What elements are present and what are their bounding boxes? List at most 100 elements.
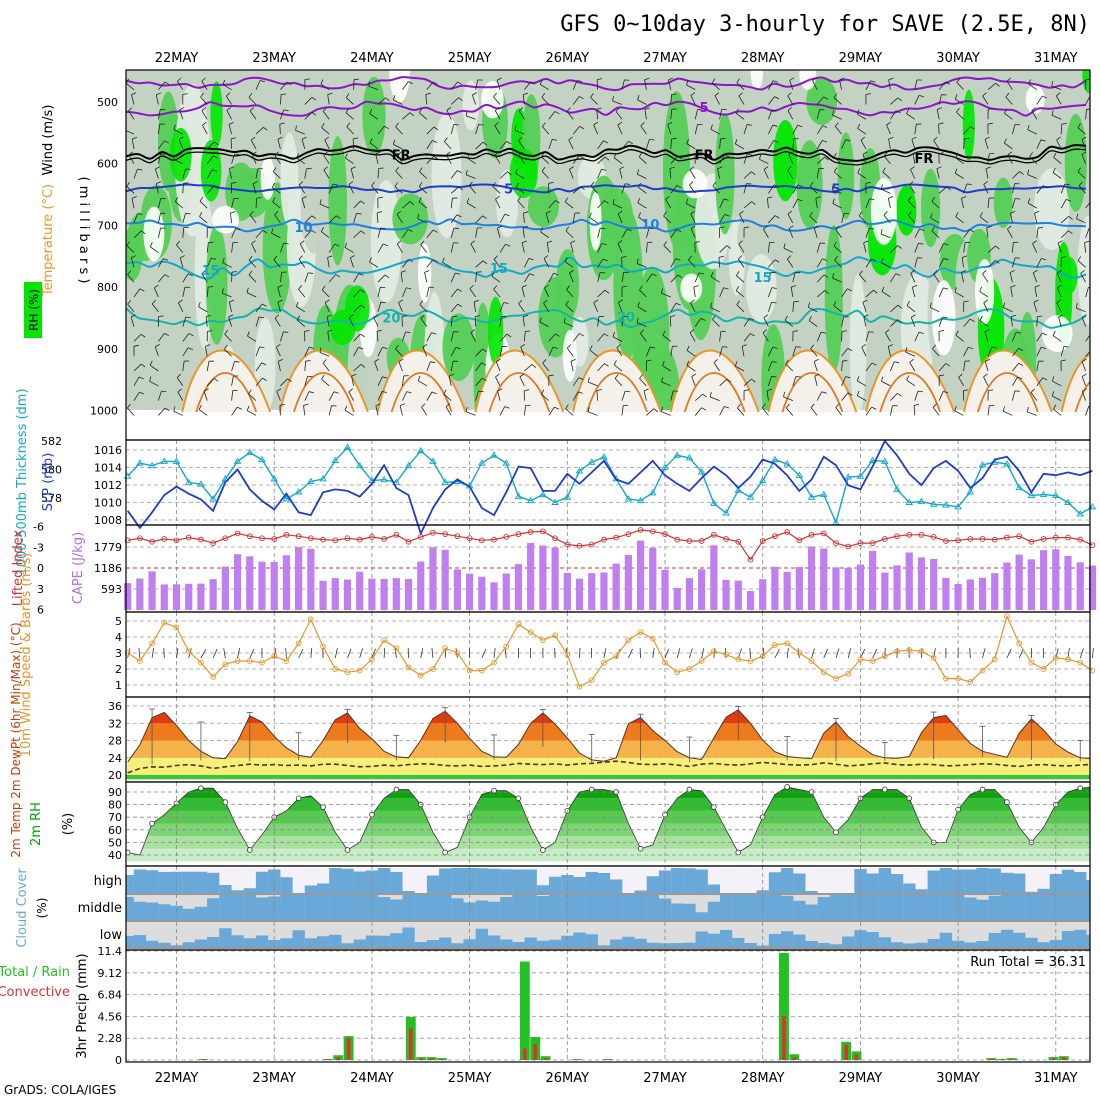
slp-point: [783, 460, 791, 467]
wind-barb: [810, 407, 818, 416]
wind-barb: [1030, 392, 1038, 401]
wind-barb: [139, 288, 145, 292]
wind-barb: [377, 168, 380, 179]
wind-barb: [785, 407, 794, 416]
rh-unit-label: (%): [61, 813, 76, 836]
wind-barb: [912, 153, 916, 164]
cape-bar: [1039, 550, 1048, 610]
wind-barb: [518, 299, 523, 304]
wind-barb: [908, 211, 912, 216]
wind-barb: [1006, 81, 1013, 90]
wind-barb: [1032, 243, 1038, 253]
wind-barb: [491, 275, 501, 283]
rh-color-band: [126, 787, 1090, 799]
wind-barb: [198, 409, 208, 416]
wind-barb: [304, 229, 312, 239]
cloud-bar: [842, 895, 855, 920]
wind-speed-point: [930, 654, 937, 661]
wind-barb: [624, 183, 630, 185]
wind-barb: [299, 243, 306, 253]
wind-barb: [604, 156, 610, 161]
wind-barb: [1077, 127, 1086, 135]
li-point: [955, 537, 961, 544]
li-point: [564, 541, 571, 548]
wind-barb: [327, 94, 330, 105]
wind-barb: [1084, 242, 1086, 253]
wind-barb: [841, 376, 846, 386]
slp-point: [722, 509, 730, 516]
wind-barb: [646, 346, 651, 357]
cloud-bar: [903, 943, 916, 947]
rh-contour-area: [562, 329, 577, 382]
slp-point: [710, 499, 718, 506]
wind-barb: [419, 186, 428, 194]
cloud-bar: [646, 876, 659, 893]
wind-barb: [311, 97, 317, 101]
wind-speed-point: [515, 621, 522, 628]
wind-barb: [224, 333, 232, 342]
wind-barb: [353, 304, 362, 313]
wind-barb: [368, 85, 379, 91]
slp-tick-label: 1010: [94, 497, 122, 510]
wind-barb: [724, 648, 727, 659]
wind-barb: [475, 272, 477, 283]
wind-barb: [1016, 331, 1022, 334]
slp-tick-label: 1014: [94, 462, 122, 475]
cloud-bar: [597, 873, 611, 893]
wind-barb: [734, 139, 738, 145]
precip-tick-label: 4.56: [98, 1010, 123, 1023]
wind-barb: [1027, 202, 1037, 209]
rh-point: [588, 786, 595, 793]
wind-barb: [1057, 240, 1063, 244]
wind-speed-point: [405, 664, 412, 671]
cloud-bar: [341, 943, 354, 947]
wind-barb: [322, 362, 330, 372]
cape-bar: [856, 564, 864, 610]
wind-barb: [670, 156, 678, 164]
wind-barb: [158, 124, 161, 135]
wind-barb: [565, 226, 570, 232]
wind-barb: [430, 361, 436, 364]
cloud-bar: [365, 935, 379, 947]
wind-barb: [494, 125, 501, 135]
wind-barb: [597, 243, 603, 253]
slp-point: [270, 475, 278, 482]
wind-barb: [229, 299, 235, 303]
wind-barb: [1057, 242, 1062, 253]
wind-barb: [358, 346, 364, 350]
wind-barb: [177, 391, 184, 401]
wind-barb: [670, 258, 677, 268]
wind-barb: [669, 168, 672, 179]
cloud-bar: [231, 890, 244, 893]
slp-point: [1052, 491, 1060, 498]
precip-tick-label: 9.12: [98, 967, 123, 980]
cloud-bar: [1013, 873, 1026, 893]
wind-barb: [541, 97, 550, 105]
wind-barb: [1027, 411, 1037, 416]
wind-barb: [475, 390, 479, 401]
precip-convective-bar: [844, 1044, 848, 1060]
wind-barb: [792, 138, 795, 149]
wind-barb: [768, 140, 775, 150]
rh-contour-area: [169, 127, 192, 182]
li-point: [918, 531, 925, 538]
wind-speed-point: [381, 637, 387, 644]
wind-barb: [495, 376, 501, 387]
wind-barb: [816, 109, 820, 120]
wind-barb: [814, 225, 819, 229]
cape-bar: [307, 548, 315, 610]
wind-barb: [637, 306, 647, 313]
wind-barb: [638, 212, 642, 218]
wind-barb: [126, 83, 135, 90]
wind-barb: [283, 331, 289, 333]
wind-barb: [869, 198, 875, 201]
li-point: [686, 538, 693, 544]
isotherm-label: 15: [754, 271, 772, 286]
wind-barb: [565, 408, 574, 416]
wind-barb: [736, 82, 745, 90]
wind-barb: [979, 315, 983, 321]
wind-barb: [857, 172, 867, 179]
wind-barb: [719, 138, 721, 149]
wind-barb: [420, 648, 424, 659]
li-point: [649, 528, 656, 535]
